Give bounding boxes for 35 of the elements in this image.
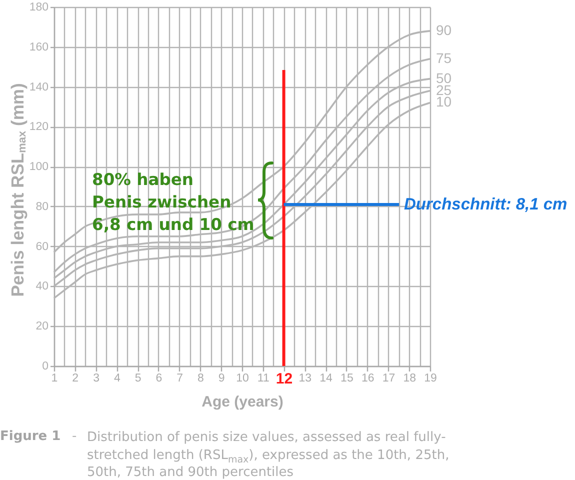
x-tick-label: 6	[156, 372, 162, 384]
annotation: 80% haben Penis zwischen 6,8 cm und 10 cm	[92, 170, 254, 234]
x-tick-label: 19	[424, 372, 437, 384]
x-tick-label: 11	[257, 372, 270, 384]
x-tick-label: 2	[72, 372, 79, 384]
x-tick-label: 15	[340, 372, 354, 384]
y-tick-label: 80	[36, 200, 48, 213]
x-tick-label: 17	[382, 372, 396, 384]
series-label: 90	[436, 22, 452, 38]
series-label: 75	[436, 50, 452, 66]
x-tick-label: 8	[198, 372, 204, 384]
y-tick-label: 40	[36, 280, 48, 293]
x-tick-label: 14	[320, 372, 334, 384]
y-tick-label: 120	[29, 121, 48, 134]
x-axis-title: Age (years)	[202, 394, 284, 410]
x-tick-label: 7	[176, 372, 184, 384]
x-tick-label: 5	[134, 372, 142, 384]
x-tick-label: 16	[361, 372, 374, 384]
x-tick-label: 18	[403, 372, 416, 384]
y-tick-label: 60	[36, 240, 48, 253]
annotation: Durchschnitt: 8,1 cm	[404, 195, 568, 214]
y-tick-label: 160	[29, 41, 48, 54]
x-tick-label: 13	[298, 372, 312, 384]
x-tick-label: 10	[236, 372, 249, 384]
x-tick-label: 3	[93, 372, 100, 384]
y-tick-label: 100	[29, 161, 48, 174]
y-tick-label: 140	[29, 81, 48, 94]
x-tick-label: 9	[218, 372, 225, 384]
x-tick-label: 4	[114, 372, 121, 384]
y-tick-label: 20	[36, 320, 48, 333]
caption: Figure 1 - Distribution of penis size values, assessed as real fully-stretched length (RSL$_{max}$), expressed as the 10th, 25th, 50th, 75th and 90th percentiles	[0, 429, 450, 480]
x-tick-label: 12	[276, 370, 293, 388]
y-tick-label: 0	[42, 360, 48, 372]
x-tick-label: 1	[51, 372, 58, 384]
y-tick-label: 180	[29, 2, 48, 14]
